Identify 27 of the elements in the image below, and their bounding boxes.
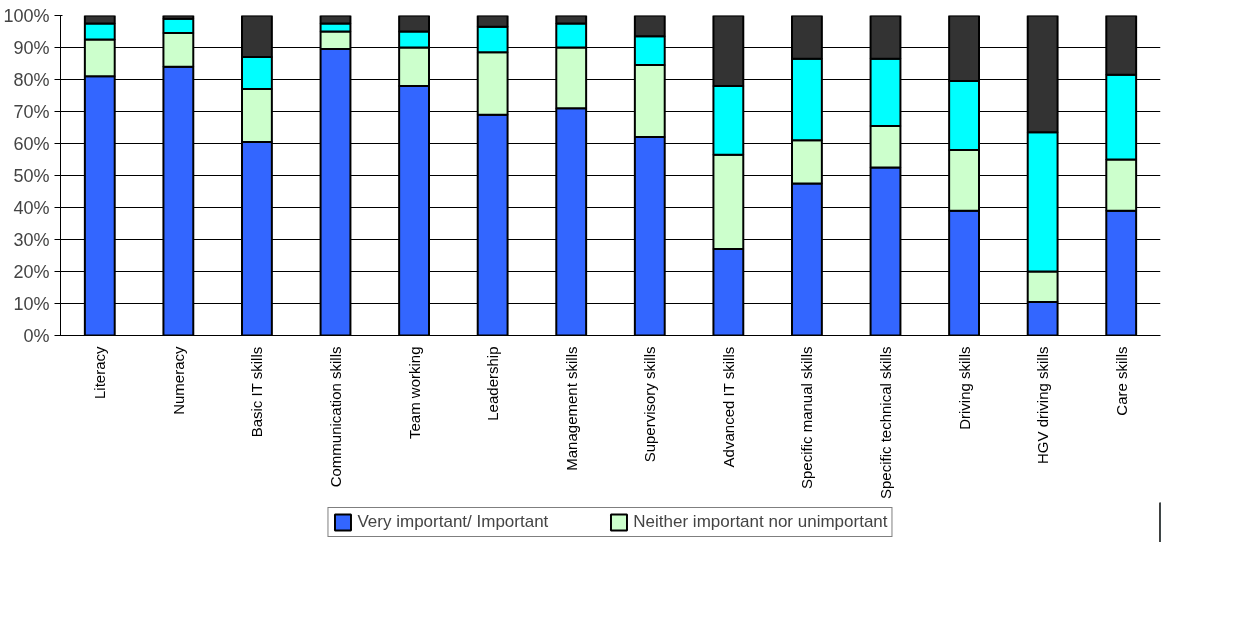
x-tick-label: Communication skills — [327, 346, 344, 488]
x-tick-label: Care skills — [1112, 346, 1130, 416]
y-tick-label: 80% — [13, 69, 50, 90]
y-tick-label: 20% — [13, 261, 50, 282]
y-tick-label: 90% — [13, 37, 50, 58]
x-tick-label: Management skills — [562, 346, 580, 471]
y-tick-label: 60% — [13, 133, 50, 154]
x-tick-label: Specific manual skills — [798, 346, 816, 490]
x-tick-label: Driving skills — [955, 346, 973, 430]
y-tick-label: 100% — [3, 5, 50, 26]
y-tick-label: 10% — [13, 293, 50, 314]
x-tick-label: Supervisory skills — [641, 346, 659, 463]
y-tick-label: 30% — [13, 229, 50, 250]
x-tick-label: Specific technical skills — [877, 346, 894, 500]
x-tick-label: HGV driving skills — [1034, 346, 1052, 465]
legend-label: Very important/ Important — [357, 512, 549, 532]
y-tick-label: 40% — [13, 197, 50, 218]
y-tick-label: 70% — [13, 101, 50, 122]
x-tick-label: Basic IT skills — [248, 346, 266, 438]
x-tick-label: Literacy — [91, 346, 109, 400]
x-tick-label: Advanced IT skills — [719, 346, 737, 468]
legend-label: Neither important nor unimportant — [633, 512, 888, 532]
y-tick-label: 0% — [23, 325, 50, 346]
x-tick-label: Team working — [405, 346, 423, 440]
x-tick-label: Leadership — [484, 346, 502, 421]
x-tick-label: Numeracy — [169, 346, 187, 415]
y-tick-label: 50% — [13, 165, 50, 186]
